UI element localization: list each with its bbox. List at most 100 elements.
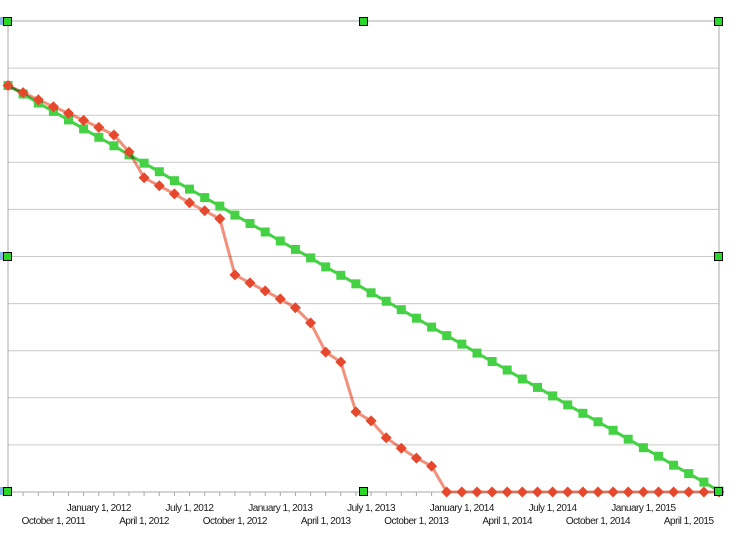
series-green-marker[interactable] bbox=[396, 305, 406, 315]
series-red-marker[interactable] bbox=[305, 317, 317, 329]
series-red-marker[interactable] bbox=[2, 80, 14, 91]
series-green-marker[interactable] bbox=[94, 132, 104, 142]
series-red-marker[interactable] bbox=[668, 486, 680, 498]
series-red-marker[interactable] bbox=[607, 486, 619, 498]
series-green-marker[interactable] bbox=[427, 322, 437, 332]
series-red-marker[interactable] bbox=[138, 172, 150, 184]
series-green-marker[interactable] bbox=[442, 331, 452, 341]
series-green-marker[interactable] bbox=[109, 141, 119, 151]
series-red-marker[interactable] bbox=[108, 129, 120, 141]
series-green-marker[interactable] bbox=[472, 348, 482, 358]
series-green-marker[interactable] bbox=[457, 339, 467, 349]
series-red-marker[interactable] bbox=[184, 197, 195, 209]
series-red-marker[interactable] bbox=[698, 486, 710, 498]
selection-handle-top-left[interactable] bbox=[3, 17, 12, 26]
series-red-marker[interactable] bbox=[532, 486, 543, 498]
series-red-marker[interactable] bbox=[78, 114, 90, 126]
selection-handle-top-center[interactable] bbox=[359, 17, 368, 26]
series-red-marker[interactable] bbox=[365, 415, 377, 427]
selection-handle-bottom-left[interactable] bbox=[3, 487, 12, 496]
series-green-marker[interactable] bbox=[608, 425, 618, 435]
series-red-marker[interactable] bbox=[229, 269, 241, 281]
selection-handle-mid-left[interactable] bbox=[3, 252, 12, 261]
series-red-marker[interactable] bbox=[441, 486, 453, 498]
series-red-marker[interactable] bbox=[335, 356, 347, 368]
series-green-marker[interactable] bbox=[351, 279, 361, 289]
series-red-marker[interactable] bbox=[622, 486, 634, 498]
series-red-marker[interactable] bbox=[683, 486, 695, 498]
series-green-marker[interactable] bbox=[139, 158, 149, 168]
series-green-marker[interactable] bbox=[215, 201, 225, 211]
series-red-marker[interactable] bbox=[486, 486, 498, 498]
series-red-marker[interactable] bbox=[516, 486, 528, 498]
series-green-marker[interactable] bbox=[260, 227, 270, 237]
series-red-marker[interactable] bbox=[592, 486, 604, 498]
series-green-marker[interactable] bbox=[623, 434, 633, 444]
selection-handle-top-right[interactable] bbox=[714, 17, 723, 26]
series-red-marker[interactable] bbox=[199, 205, 211, 217]
series-red-marker[interactable] bbox=[471, 486, 483, 498]
series-green-marker[interactable] bbox=[593, 417, 603, 427]
series-green-marker[interactable] bbox=[699, 477, 709, 487]
series-red-marker[interactable] bbox=[63, 107, 74, 119]
series-red-marker[interactable] bbox=[320, 346, 332, 358]
series-green-marker[interactable] bbox=[185, 184, 194, 194]
series-red-marker[interactable] bbox=[456, 486, 468, 498]
series-red-marker[interactable] bbox=[547, 486, 559, 498]
selection-handle-mid-right[interactable] bbox=[714, 252, 723, 261]
series-red-marker[interactable] bbox=[47, 101, 59, 113]
x-axis-label: April 1, 2015 bbox=[664, 516, 715, 527]
series-red-marker[interactable] bbox=[577, 486, 589, 498]
series-green-marker[interactable] bbox=[321, 262, 331, 272]
series-green-marker[interactable] bbox=[290, 244, 300, 254]
series-red-marker[interactable] bbox=[410, 452, 422, 464]
series-red-marker[interactable] bbox=[637, 486, 649, 498]
series-red-marker[interactable] bbox=[395, 442, 407, 454]
series-green-marker[interactable] bbox=[684, 469, 694, 479]
series-red-marker[interactable] bbox=[17, 87, 29, 99]
series-red-marker[interactable] bbox=[289, 302, 301, 314]
series-red-marker[interactable] bbox=[123, 146, 135, 158]
series-green-marker[interactable] bbox=[200, 193, 210, 203]
series-green-marker[interactable] bbox=[154, 167, 164, 177]
series-green-marker[interactable] bbox=[502, 365, 512, 375]
series-red-marker[interactable] bbox=[244, 277, 256, 289]
series-red-marker[interactable] bbox=[259, 285, 271, 297]
series-red-marker[interactable] bbox=[274, 293, 286, 305]
x-axis-label: January 1, 2015 bbox=[611, 503, 676, 514]
series-red-marker[interactable] bbox=[350, 406, 362, 418]
selection-handle-bottom-right[interactable] bbox=[714, 487, 723, 496]
series-green-marker[interactable] bbox=[411, 313, 421, 323]
series-green-marker[interactable] bbox=[548, 391, 558, 401]
series-red-marker[interactable] bbox=[562, 486, 574, 498]
series-red-marker[interactable] bbox=[380, 432, 392, 444]
series-green-marker[interactable] bbox=[517, 374, 527, 384]
series-green-marker[interactable] bbox=[533, 382, 542, 392]
series-green-marker[interactable] bbox=[563, 400, 573, 410]
series-red-marker[interactable] bbox=[653, 486, 664, 498]
series-green-marker[interactable] bbox=[654, 451, 663, 461]
series-green-marker[interactable] bbox=[79, 124, 89, 134]
series-red-marker[interactable] bbox=[426, 460, 438, 472]
series-green-marker[interactable] bbox=[306, 253, 316, 263]
series-green-marker[interactable] bbox=[366, 288, 376, 298]
series-red-marker[interactable] bbox=[93, 121, 105, 133]
series-green-marker[interactable] bbox=[275, 236, 285, 246]
series-green-marker[interactable] bbox=[230, 210, 240, 220]
series-green-marker[interactable] bbox=[381, 296, 391, 306]
series-red-marker[interactable] bbox=[32, 94, 44, 106]
series-red-marker[interactable] bbox=[214, 213, 226, 225]
series-red-marker[interactable] bbox=[501, 486, 513, 498]
series-red-marker[interactable] bbox=[168, 188, 180, 200]
series-green-marker[interactable] bbox=[245, 219, 255, 228]
series-red-marker[interactable] bbox=[153, 180, 165, 192]
series-green-marker[interactable] bbox=[336, 270, 346, 280]
series-green-marker[interactable] bbox=[669, 460, 679, 470]
series-green-marker[interactable] bbox=[638, 443, 648, 453]
selection-handle-bottom-center[interactable] bbox=[359, 487, 368, 496]
series-green-marker[interactable] bbox=[64, 115, 73, 125]
series-green-marker[interactable] bbox=[487, 357, 497, 366]
series-green-marker[interactable] bbox=[578, 408, 588, 418]
series-green-marker[interactable] bbox=[169, 176, 179, 186]
